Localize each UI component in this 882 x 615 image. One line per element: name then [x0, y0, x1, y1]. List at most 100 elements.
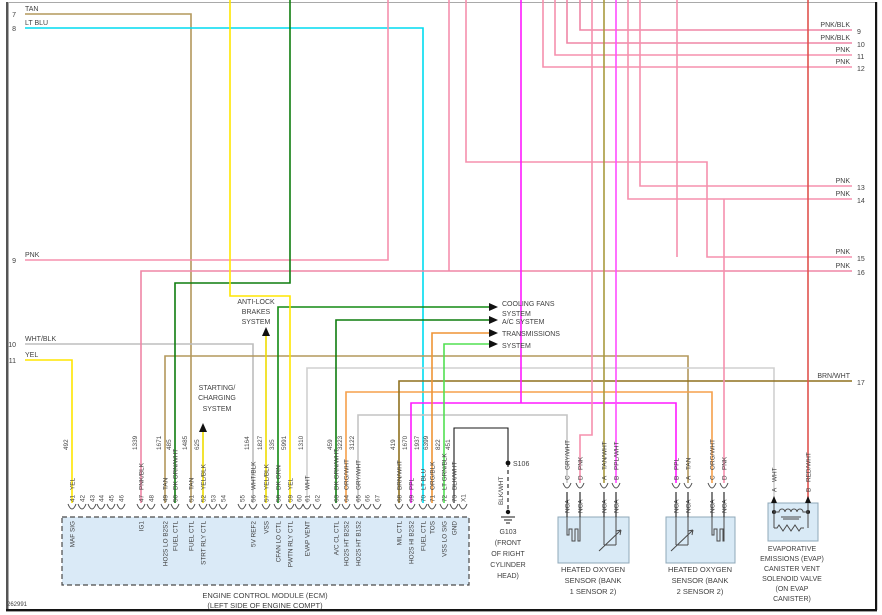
ecm-pin-70-circuit: 1937 — [414, 435, 421, 450]
wire-pnkblk-right-9 — [579, 0, 852, 31]
ecm-pin-54-socket-icon — [218, 503, 228, 510]
ecm-pin-51-label: FUEL CTL — [189, 521, 196, 551]
ecm-pin-42-socket-icon — [77, 503, 87, 510]
edge-left-num-7: 7 — [12, 12, 16, 19]
evap-caption2: EMISSIONS (EVAP) — [760, 556, 824, 563]
ecm-pin-51-socket-icon — [186, 503, 196, 510]
ecm-pin-69-socket-icon — [406, 503, 416, 510]
ecm-pin-61-color: WHT — [305, 475, 312, 490]
border-left — [6, 2, 9, 609]
border-right — [875, 2, 878, 610]
bank1-terminal-B-socket-icon — [611, 482, 621, 489]
bank2-terminal-C-color: ORG/WHT — [710, 439, 717, 470]
wire-ltblu-8-pin70 — [25, 27, 424, 503]
ecm-pin-63-color: DK GRN/WHT — [334, 449, 341, 490]
ecm-pin-44-socket-icon — [96, 503, 106, 510]
edge-right-num-17: 17 — [857, 380, 865, 387]
ecm-pin-56-color: WHT/BLK — [251, 461, 258, 490]
edge-right-color-15: PNK — [836, 249, 851, 256]
evap-terminal-B-color: RED/WHT — [806, 452, 813, 482]
ecm-pin-43-number: 43 — [90, 494, 97, 502]
transmissions-arrow-icon — [489, 329, 498, 337]
cooling-fans-label2: SYSTEM — [502, 311, 531, 318]
ecm-pin-71-circuit: 6399 — [423, 435, 430, 450]
bank1-terminal-D-nca: NCA — [578, 499, 585, 513]
ecm-pin-52-number: 52 — [201, 494, 208, 502]
ecm-pin-46-number: 46 — [119, 494, 126, 502]
evap-terminal-A-color: WHT — [772, 467, 779, 482]
bank1-terminal-A-pin-letter: A — [602, 475, 609, 480]
ecm-pin-60-socket-icon — [294, 503, 304, 510]
wire-pin58-cooling-fans — [277, 306, 489, 503]
bank1-terminal-B-color: PPL/WHT — [614, 441, 621, 470]
ecm-pin-68-number: 68 — [397, 494, 404, 502]
ecm-pin-47-circuit: 1339 — [132, 435, 139, 450]
ecm-pin-73-number: 73 — [452, 494, 459, 502]
bank1-terminal-D-socket-icon — [575, 482, 585, 489]
ecm-pin-X1-socket-icon — [458, 503, 468, 510]
ecm-pin-64-label: HO2S HT B2S2 — [344, 521, 351, 566]
ecm-pin-71-color: ORG/BLK — [430, 461, 437, 490]
bank1-terminal-A-socket-icon — [599, 482, 609, 489]
ecm-pin-70-number: 70 — [421, 494, 428, 502]
bank2-caption1: HEATED OXYGEN — [668, 565, 732, 574]
abs-system: ANTI-LOCK BRAKES SYSTEM — [237, 299, 275, 336]
ecm-pin-50-color: DK GRN/WHT — [173, 449, 180, 490]
edge-right-color-11: PNK — [836, 47, 851, 54]
ecm-pin-49-color: TAN — [163, 477, 170, 490]
bank2-terminal-B-color: PPL — [674, 457, 681, 470]
ecm-pin-70-socket-icon — [418, 503, 428, 510]
ecm-pin-60-number: 60 — [297, 494, 304, 502]
bank2-terminal-C-pin-letter: C — [710, 475, 717, 480]
evap-terminal-stubs — [773, 503, 809, 512]
wire-pin69-bank2-signal — [410, 402, 677, 503]
ground-dot — [505, 509, 511, 515]
border-top — [8, 2, 877, 3]
wire-pin72-vss-lo — [443, 343, 489, 503]
ecm-pin-59-socket-icon — [285, 503, 295, 510]
ecm-pin-59-circuit: 5991 — [281, 435, 288, 450]
evap-core-lines — [781, 516, 801, 520]
wire-bank1-d-pnk — [579, 0, 593, 483]
edge-right-color-9: PNK/BLK — [820, 22, 850, 29]
ecm-pin-61-socket-icon — [302, 503, 312, 510]
ecm-pin-72-label: VSS LO SIG — [442, 521, 449, 557]
ecm-pin-59-number: 59 — [288, 494, 295, 502]
ecm-pin-69-color: PPL — [409, 477, 416, 490]
bank1-terminal-A-color: TAN/WHT — [602, 441, 609, 470]
wire-pin61-evap-vent — [306, 367, 775, 503]
ecm-pin-72-socket-icon — [439, 503, 449, 510]
ecm-pin-63-circuit: 459 — [327, 439, 334, 450]
ecm-pin-68-socket-icon — [394, 503, 404, 510]
ecm-box — [61, 516, 470, 586]
bank2-terminal-B-socket-icon — [671, 482, 681, 489]
ecm-pin-55-socket-icon — [237, 503, 247, 510]
ecm-pin-64-number: 64 — [344, 494, 351, 502]
wire-pnk-right-12 — [542, 0, 852, 68]
edge-left-num-10: 10 — [8, 342, 16, 349]
wire-pin47-ig1-right-16 — [140, 270, 852, 503]
bank2-terminal-B-pin-letter: B — [674, 476, 681, 480]
ecm-pin-64-color: ORG/WHT — [344, 459, 351, 490]
ecm-pin-52-color: YEL/BLK — [201, 463, 208, 490]
ecm-pin-65-label: HO2S HT B1S2 — [356, 521, 363, 566]
evap-caption3: CANISTER VENT — [764, 566, 821, 573]
bank2-terminal-A-color: TAN — [686, 457, 693, 470]
ecm-pin-47-number: 47 — [139, 494, 146, 502]
bank2-terminal-C-nca: NCA — [710, 499, 717, 513]
ecm-pin-46-socket-icon — [116, 503, 126, 510]
bank2-terminal-C-socket-icon — [707, 482, 717, 489]
ho2s-bank1-box — [557, 516, 630, 564]
starting-label3: SYSTEM — [203, 406, 232, 413]
edge-right-num-12: 12 — [857, 66, 865, 73]
ecm-pin-69-label: HO2S HI B2S2 — [409, 521, 416, 564]
wire-pin50-fuelctl — [174, 0, 291, 503]
ecm-pin-63-socket-icon — [331, 503, 341, 510]
ground-loc1: (FRONT — [495, 540, 522, 547]
ecm-pin-67-number: 67 — [375, 494, 382, 502]
ecm-pin-68-label: MIL CTL — [397, 521, 404, 546]
wire-pin65-bank1-heater — [357, 414, 568, 503]
ecm-pin-61-number: 61 — [305, 494, 312, 502]
bank1-caption2: SENSOR (BANK — [565, 576, 622, 585]
wire-pnk-9-left — [25, 0, 389, 261]
